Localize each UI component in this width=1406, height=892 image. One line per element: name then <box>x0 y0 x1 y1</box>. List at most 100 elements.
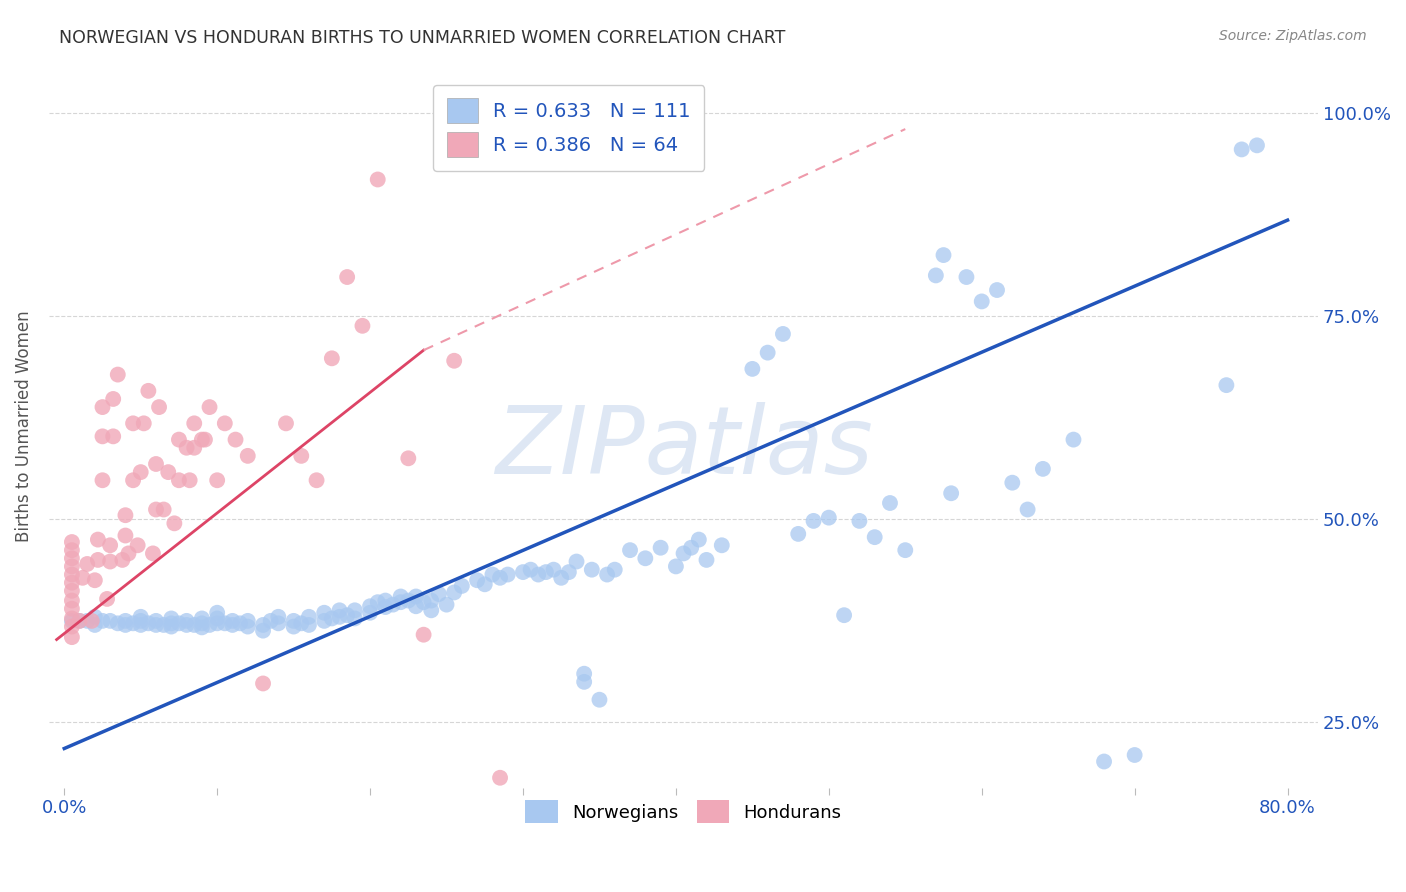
Y-axis label: Births to Unmarried Women: Births to Unmarried Women <box>15 310 32 541</box>
Point <box>382 598 405 612</box>
Point <box>176 441 198 455</box>
Point <box>489 771 512 785</box>
Point <box>772 326 794 341</box>
Point <box>221 618 243 632</box>
Point <box>260 614 283 628</box>
Point <box>122 417 145 431</box>
Point <box>420 593 443 607</box>
Point <box>512 565 534 579</box>
Point <box>145 502 167 516</box>
Point <box>176 618 198 632</box>
Point <box>290 616 312 631</box>
Point <box>665 559 688 574</box>
Point <box>298 609 321 624</box>
Point <box>1123 747 1146 762</box>
Point <box>695 553 717 567</box>
Point <box>290 449 312 463</box>
Point <box>1230 143 1253 157</box>
Point <box>489 571 512 585</box>
Point <box>138 384 160 398</box>
Point <box>436 598 458 612</box>
Point <box>176 614 198 628</box>
Text: ZIPatlas: ZIPatlas <box>495 402 873 493</box>
Point <box>756 345 779 359</box>
Point <box>367 595 389 609</box>
Legend: Norwegians, Hondurans: Norwegians, Hondurans <box>519 793 849 830</box>
Point <box>787 527 810 541</box>
Point <box>543 563 565 577</box>
Point <box>527 567 550 582</box>
Point <box>117 546 139 560</box>
Point <box>83 609 105 624</box>
Point <box>91 614 114 628</box>
Point <box>191 611 214 625</box>
Point <box>83 618 105 632</box>
Point <box>1139 836 1161 850</box>
Point <box>129 609 152 624</box>
Point <box>603 563 626 577</box>
Point <box>283 614 305 628</box>
Point <box>60 543 83 558</box>
Point <box>572 666 595 681</box>
Point <box>328 609 350 624</box>
Point <box>389 595 412 609</box>
Point <box>96 591 118 606</box>
Point <box>98 614 121 628</box>
Point <box>1001 475 1024 490</box>
Point <box>688 533 710 547</box>
Point <box>205 606 228 620</box>
Point <box>91 400 114 414</box>
Point <box>142 546 165 560</box>
Point <box>389 590 412 604</box>
Point <box>152 618 174 632</box>
Point <box>534 565 557 579</box>
Point <box>183 417 205 431</box>
Point <box>274 417 297 431</box>
Point <box>129 465 152 479</box>
Point <box>1246 138 1268 153</box>
Point <box>145 618 167 632</box>
Point <box>91 429 114 443</box>
Point <box>305 473 328 487</box>
Point <box>87 553 110 567</box>
Point <box>152 502 174 516</box>
Point <box>80 614 103 628</box>
Point <box>450 579 472 593</box>
Point <box>803 514 825 528</box>
Point <box>122 473 145 487</box>
Point <box>1062 433 1084 447</box>
Point <box>129 618 152 632</box>
Text: Source: ZipAtlas.com: Source: ZipAtlas.com <box>1219 29 1367 43</box>
Point <box>145 614 167 628</box>
Point <box>1092 755 1115 769</box>
Point <box>69 614 91 628</box>
Point <box>321 351 343 366</box>
Point <box>225 433 247 447</box>
Point <box>352 318 374 333</box>
Point <box>122 616 145 631</box>
Point <box>72 571 94 585</box>
Point <box>932 248 955 262</box>
Point <box>98 555 121 569</box>
Point <box>970 294 993 309</box>
Point <box>87 533 110 547</box>
Point <box>359 606 381 620</box>
Point <box>650 541 672 555</box>
Point <box>596 567 619 582</box>
Point <box>283 619 305 633</box>
Point <box>710 538 733 552</box>
Point <box>60 630 83 644</box>
Point <box>588 692 610 706</box>
Point <box>60 535 83 549</box>
Point <box>939 486 962 500</box>
Point <box>83 573 105 587</box>
Point <box>925 268 948 283</box>
Point <box>127 538 149 552</box>
Point <box>76 614 98 628</box>
Point <box>314 614 336 628</box>
Point <box>328 603 350 617</box>
Point <box>236 614 259 628</box>
Point <box>359 599 381 614</box>
Point <box>160 616 183 631</box>
Point <box>111 553 134 567</box>
